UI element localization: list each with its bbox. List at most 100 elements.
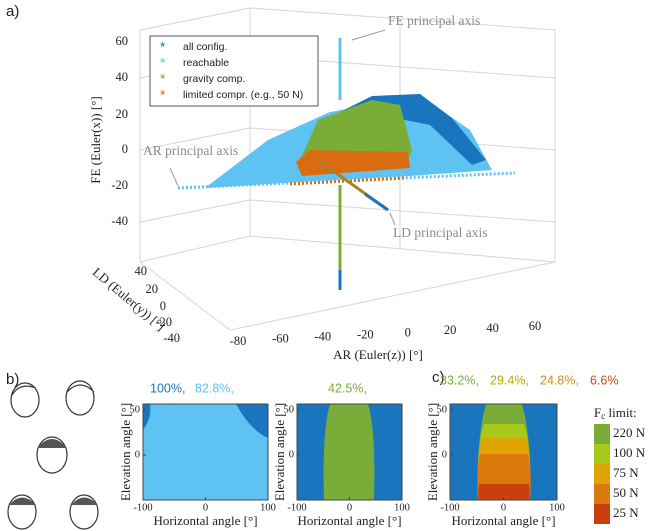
level-swatch [594,464,610,484]
hair [11,385,37,396]
tick-label: -100 [440,502,459,513]
axis-title: Elevation angle [°] [118,403,133,501]
limited-region [296,150,410,176]
panel-label: c) [432,369,445,386]
tick-label: 100 [549,502,565,513]
legend-title-rest: limit: [605,405,636,420]
hair [9,497,36,505]
percentage: 33.2%, [440,373,479,387]
legend-entry: gravity comp. [183,73,245,85]
tick-label: 100 [394,502,410,513]
percentage: 24.8%, [540,373,579,387]
percentage: 6.6% [590,373,619,387]
workspace [177,38,516,290]
axis-title: Elevation angle [°] [272,403,287,501]
axis-title: Elevation angle [°] [425,403,440,501]
tick-label: 20 [116,107,129,121]
level-25 [478,484,530,500]
legend-entry: limited compr. (e.g., 50 N) [183,89,303,101]
grid-line [139,199,251,223]
fe-ticks: 60 40 20 0 -20 -40 [111,34,128,228]
level-label: 100 N [613,445,646,460]
level-label: 50 N [613,485,639,500]
level-labels: 220 N 100 N 75 N 50 N 25 N [613,425,646,520]
axis-title: FE (Euler(x)) [°] [88,96,103,184]
legend-title-sub: c [601,411,605,421]
tick-label: 0 [122,142,128,156]
tick-label: -100 [287,502,306,513]
tick-label: 50 [437,404,448,415]
annotation: AR principal axis [143,143,238,158]
grid-line [249,199,556,223]
tick-label: 0 [289,449,294,460]
tick-label: 0 [160,299,166,313]
level-swatch [594,424,610,444]
axis-title: Horizontal angle [°] [451,513,555,528]
tick-label: -20 [155,315,172,329]
annotation-arrow [169,167,179,187]
tick-label: 40 [116,70,129,84]
hair [71,497,98,505]
box-edge [229,261,556,331]
tick-label: 50 [130,404,141,415]
tick-label: 0 [442,449,447,460]
legend-entry: all config. [183,41,227,53]
box-edge [139,7,251,31]
percentage: 29.4%, [490,373,529,387]
tick-label: 0 [501,502,506,513]
tick-label: -80 [230,334,247,348]
tick-label: 0 [405,325,411,339]
head-sketches [7,380,99,530]
box-edge [139,235,251,263]
tick-label: 20 [146,282,159,296]
gravity-region [323,404,375,500]
panel-label: b) [6,371,19,388]
axis-title: Horizontal angle [°] [153,513,257,528]
tick-label: 100 [260,502,276,513]
legend-box [149,35,319,107]
tick-label: -60 [272,332,289,346]
tick-label: -40 [315,330,332,344]
level-label: 75 N [613,465,639,480]
legend-marker: * [160,71,166,87]
annotation: FE principal axis [388,13,480,28]
percentage: 42.5%, [328,381,367,395]
ld-ticks: 40 200 -20 -40 [135,264,181,345]
gravity-region [300,100,412,165]
tick-label: 0 [135,449,140,460]
grid-line [139,127,251,151]
tick-label: -40 [163,331,180,345]
legend-entry: reachable [183,57,229,69]
tick-label: 40 [486,321,499,335]
annotation-arrow [389,212,396,226]
box-edge [249,7,556,31]
tick-label: 60 [116,34,129,48]
percentage: 100%, [150,381,185,395]
ld-principal-axis [364,192,389,212]
tick-label: 50 [284,404,295,415]
tick-label: -100 [133,502,152,513]
tick-label: 60 [529,319,542,333]
level-swatch [594,444,610,464]
legend-marker: * [160,55,166,71]
axis-title: AR (Euler(z)) [°] [333,347,423,362]
box-edge [249,235,556,263]
axis-title: Horizontal angle [°] [297,513,401,528]
legend-marker: * [160,39,166,55]
level-swatch [594,504,610,524]
annotation: LD principal axis [393,225,487,240]
tick-label: -40 [111,214,128,228]
hair [66,384,95,393]
tick-label: 40 [135,264,148,278]
level-label: 25 N [613,505,639,520]
tick-label: 0 [203,502,208,513]
percentage: 82.8%, [195,381,234,395]
tick-label: 20 [444,323,457,337]
panel-label: a) [6,3,19,20]
legend-marker: * [160,87,166,103]
reachable-region [143,404,268,500]
annotation-arrow [351,29,386,41]
level-swatch [594,484,610,504]
